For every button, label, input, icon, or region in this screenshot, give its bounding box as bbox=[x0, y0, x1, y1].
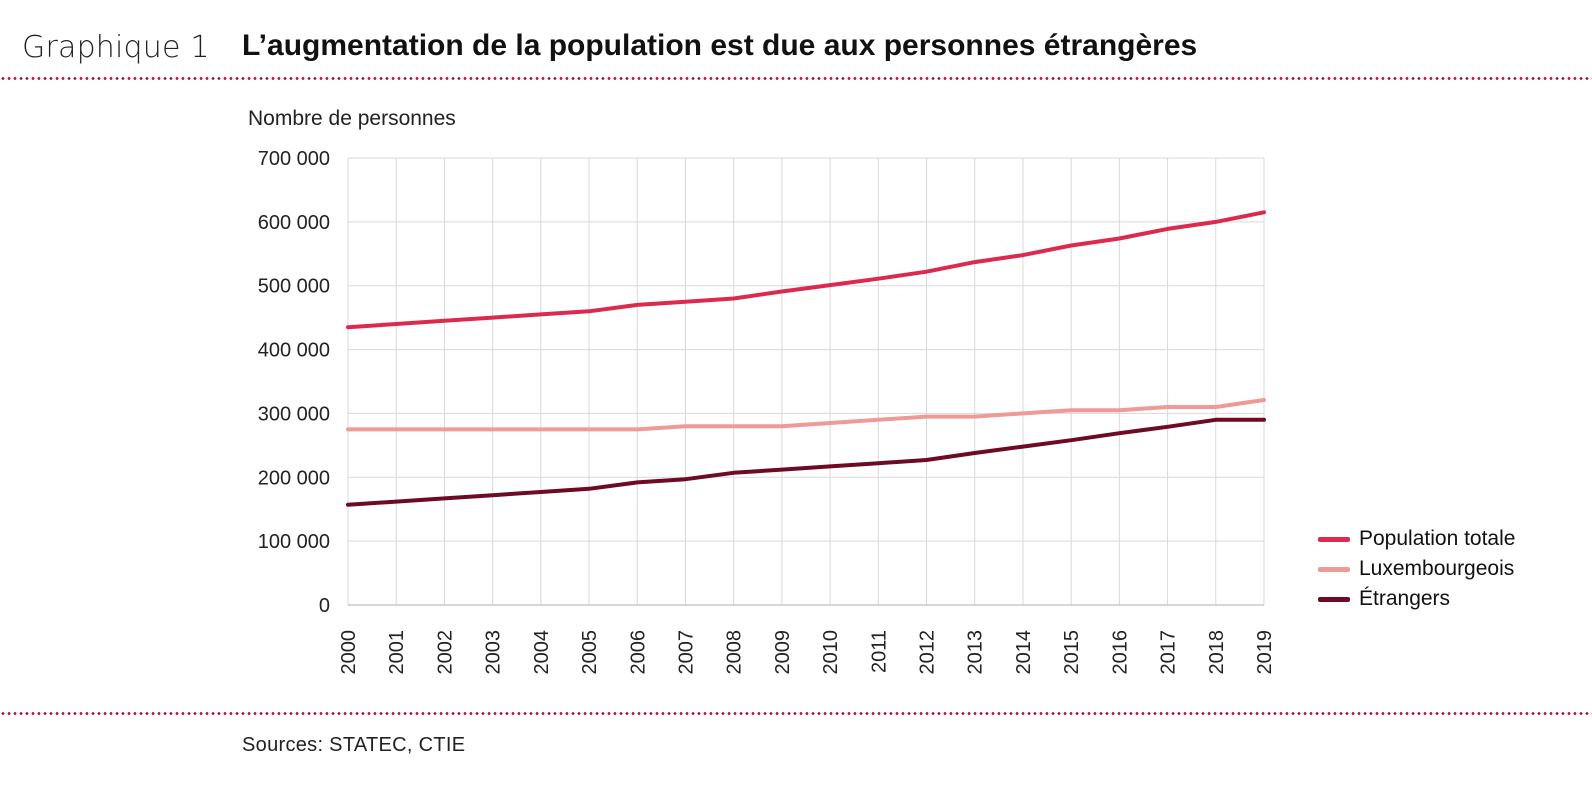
x-tick-label: 2013 bbox=[965, 630, 987, 675]
legend-swatch bbox=[1318, 596, 1350, 602]
legend-item-etrangers: Étrangers bbox=[1318, 584, 1515, 614]
series-line-luxembourgeois bbox=[346, 398, 1266, 432]
y-axis-label: Nombre de personnes bbox=[248, 107, 456, 130]
x-tick-label: 2018 bbox=[1206, 630, 1228, 675]
x-tick-label: 2004 bbox=[531, 630, 553, 675]
legend-item-population-totale: Population totale bbox=[1318, 524, 1515, 554]
x-tick-label: 2002 bbox=[434, 630, 456, 675]
x-tick-label: 2008 bbox=[724, 630, 746, 675]
x-tick-label: 2017 bbox=[1158, 630, 1180, 675]
y-tick-label: 200 000 bbox=[258, 467, 330, 489]
x-tick-label: 2019 bbox=[1254, 630, 1276, 675]
legend-swatch bbox=[1318, 566, 1350, 572]
y-tick-label: 500 000 bbox=[258, 276, 330, 298]
legend-label: Étrangers bbox=[1359, 587, 1451, 610]
x-tick-label: 2000 bbox=[338, 630, 360, 675]
y-tick-label: 600 000 bbox=[258, 212, 330, 234]
y-tick-label: 400 000 bbox=[258, 340, 330, 362]
chart-title: L’augmentation de la population est due … bbox=[242, 29, 1198, 62]
series-line--trangers bbox=[346, 417, 1266, 507]
legend-label: Luxembourgeois bbox=[1359, 557, 1515, 580]
source-note: Sources: STATEC, CTIE bbox=[242, 734, 466, 756]
x-tick-label: 2003 bbox=[483, 630, 505, 675]
x-tick-label: 2001 bbox=[386, 630, 408, 675]
top-dotted-divider bbox=[0, 77, 1592, 80]
x-tick-label: 2011 bbox=[868, 630, 890, 673]
x-tick-label: 2010 bbox=[820, 630, 842, 675]
x-tick-label: 2012 bbox=[917, 630, 939, 675]
chart-legend: Population totale Luxembourgeois Étrange… bbox=[1318, 524, 1515, 614]
y-tick-label: 700 000 bbox=[258, 148, 330, 170]
legend-label: Population totale bbox=[1359, 527, 1516, 550]
bottom-dotted-divider bbox=[0, 712, 1592, 715]
x-tick-label: 2014 bbox=[1013, 630, 1035, 675]
x-tick-label: 2015 bbox=[1061, 630, 1083, 675]
series-line-population-totale bbox=[346, 210, 1266, 330]
x-tick-label: 2007 bbox=[675, 630, 697, 675]
x-tick-label: 2005 bbox=[579, 630, 601, 675]
legend-item-luxembourgeois: Luxembourgeois bbox=[1318, 554, 1515, 584]
y-tick-label: 100 000 bbox=[258, 531, 330, 553]
legend-swatch bbox=[1318, 536, 1350, 542]
x-tick-label: 2009 bbox=[772, 630, 794, 675]
x-tick-label: 2016 bbox=[1109, 630, 1131, 675]
y-tick-label: 300 000 bbox=[258, 403, 330, 425]
y-tick-label: 0 bbox=[319, 595, 330, 617]
x-tick-label: 2006 bbox=[627, 630, 649, 675]
chart-number-label: Graphique 1 bbox=[22, 30, 210, 65]
